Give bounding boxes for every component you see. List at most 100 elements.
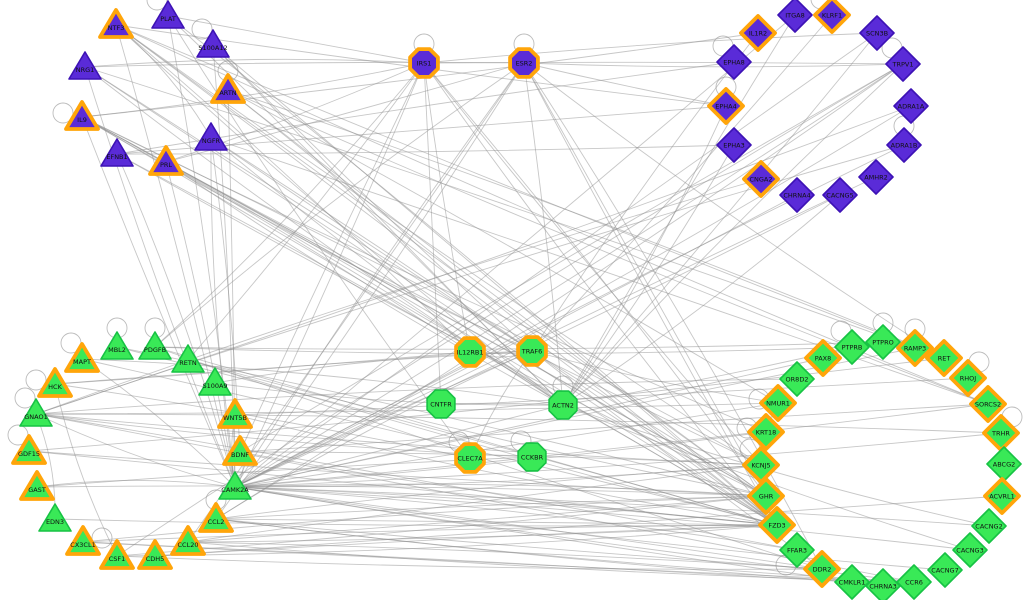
edge-CSF1-HCK bbox=[54, 383, 118, 557]
node-NRG1[interactable]: NRG1 bbox=[68, 51, 102, 80]
triangle-shape bbox=[68, 51, 102, 80]
node-MAPT[interactable]: MAPT bbox=[64, 342, 100, 373]
edge-WNT5B-FZD3 bbox=[234, 414, 778, 526]
edge-ESR2-TRPV1 bbox=[523, 62, 904, 68]
node-NTF3[interactable]: NTF3 bbox=[98, 8, 134, 39]
edge-GAST-CAMK2A bbox=[36, 479, 236, 488]
node-EPHA8[interactable]: EPHA8 bbox=[716, 44, 752, 80]
diamond-shape bbox=[983, 477, 1021, 515]
node-CHRNA4[interactable]: CHRNA4 bbox=[779, 177, 815, 213]
node-EDN3[interactable]: EDN3 bbox=[38, 503, 72, 532]
node-CACNG7[interactable]: CACNG7 bbox=[927, 552, 963, 588]
node-NGFR[interactable]: NGFR bbox=[194, 122, 228, 151]
edge-CSF1-FZD3 bbox=[116, 524, 778, 557]
node-ADRA1A[interactable]: ADRA1A bbox=[893, 88, 929, 124]
node-KCNJ5[interactable]: KCNJ5 bbox=[742, 446, 780, 484]
edge-CCL20-CCR6 bbox=[187, 541, 915, 583]
triangle-shape bbox=[171, 344, 205, 373]
node-KLRF1[interactable]: KLRF1 bbox=[813, 0, 851, 34]
edge-AMHR2-CAMK2A bbox=[234, 176, 877, 488]
node-ESR2[interactable]: ESR2 bbox=[508, 47, 540, 79]
node-CACNG5[interactable]: CACNG5 bbox=[822, 177, 858, 213]
node-ABCG2[interactable]: ABCG2 bbox=[986, 446, 1022, 482]
node-CCKBR[interactable]: CCKBR bbox=[517, 442, 547, 472]
edge-GNAO1-FFAR3 bbox=[35, 413, 798, 551]
node-ADRA1B[interactable]: ADRA1B bbox=[886, 127, 922, 163]
diamond-shape bbox=[925, 339, 963, 377]
diamond-shape bbox=[986, 446, 1022, 482]
edge-TRPV1-CAMK2A bbox=[234, 63, 904, 488]
node-RHOJ[interactable]: RHOJ bbox=[949, 359, 987, 397]
edge-TRPV1-CCL2 bbox=[215, 63, 904, 520]
edge-TRPV1-BDNF bbox=[239, 63, 904, 453]
edge-MAPT-ACTN2 bbox=[81, 358, 564, 406]
node-S100A12[interactable]: S100A12 bbox=[196, 29, 230, 58]
edge-GNAO1-OR8D2 bbox=[35, 378, 798, 415]
node-TRPV1[interactable]: TRPV1 bbox=[885, 46, 921, 82]
node-CACNG3[interactable]: CACNG3 bbox=[952, 532, 988, 568]
node-CNTFR[interactable]: CNTFR bbox=[426, 389, 456, 419]
node-ACVRL1[interactable]: ACVRL1 bbox=[983, 477, 1021, 515]
diamond-shape bbox=[716, 127, 752, 163]
node-MBL2[interactable]: MBL2 bbox=[100, 331, 134, 360]
diamond-shape bbox=[742, 446, 780, 484]
node-WNT5B[interactable]: WNT5B bbox=[217, 398, 253, 429]
node-AMHR2[interactable]: AMHR2 bbox=[858, 159, 894, 195]
node-GDF15[interactable]: GDF15 bbox=[11, 434, 47, 465]
edge-NGFR-TRAF6 bbox=[210, 137, 533, 352]
node-ACTN2[interactable]: ACTN2 bbox=[548, 390, 578, 420]
diamond-shape bbox=[716, 44, 752, 80]
node-GNAO1[interactable]: GNAO1 bbox=[19, 398, 53, 427]
node-IL1R2[interactable]: IL1R2 bbox=[739, 14, 777, 52]
edge-IL1R2-TRAF6 bbox=[531, 32, 759, 352]
edge-ARTN-FZD3 bbox=[227, 89, 778, 526]
octagon-shape bbox=[508, 47, 540, 79]
edge-CHRNA4-CAMK2A bbox=[234, 194, 798, 488]
node-layer: PLATNTF3S100A12NRG1ARTNIL9NGFREFNB1PRLIR… bbox=[11, 0, 1022, 600]
node-ITGA8[interactable]: ITGA8 bbox=[777, 0, 813, 33]
triangle-shape bbox=[19, 398, 53, 427]
edge-HCK-CLEC7A bbox=[54, 383, 471, 459]
edge-CCL2-TRAF6 bbox=[215, 350, 533, 520]
diamond-shape bbox=[865, 568, 901, 600]
edge-S100A9-ACTN2 bbox=[214, 382, 564, 406]
node-CCR6[interactable]: CCR6 bbox=[896, 564, 932, 600]
edge-CSF1-GHR bbox=[116, 495, 767, 557]
triangle-shape bbox=[100, 138, 134, 167]
diamond-shape bbox=[758, 506, 796, 544]
triangle-shape bbox=[137, 539, 173, 570]
triangle-shape bbox=[210, 73, 246, 104]
edge-IRS1-TRPV1 bbox=[423, 61, 904, 65]
octagon-shape bbox=[454, 442, 486, 474]
diamond-shape bbox=[949, 359, 987, 397]
edge-PLAT-FZD3 bbox=[167, 15, 778, 526]
edge-RETN-GHR bbox=[187, 359, 767, 497]
node-IL12RB1[interactable]: IL12RB1 bbox=[454, 336, 486, 368]
node-PLAT[interactable]: PLAT bbox=[151, 0, 185, 29]
diamond-shape bbox=[822, 177, 858, 213]
edge-ACTN2-CACNG2 bbox=[562, 404, 990, 527]
node-CNGA2[interactable]: CNGA2 bbox=[742, 160, 780, 198]
octagon-shape bbox=[517, 442, 547, 472]
edge-TRAF6-NMUR1 bbox=[531, 350, 779, 404]
diamond-shape bbox=[804, 339, 842, 377]
edge-PDGFB-PTPRB bbox=[154, 346, 853, 355]
edge-EFNB1-CAMK2A bbox=[116, 153, 236, 488]
node-IRS1[interactable]: IRS1 bbox=[408, 47, 440, 79]
edge-MAPT-CAMK2A bbox=[81, 358, 236, 488]
edge-PDGFB-FZD3 bbox=[154, 346, 778, 526]
node-CLEC7A[interactable]: CLEC7A bbox=[454, 442, 486, 474]
triangle-shape bbox=[218, 471, 252, 500]
edge-ESR2-EPHA4 bbox=[523, 62, 727, 107]
node-EPHA4[interactable]: EPHA4 bbox=[707, 87, 745, 125]
triangle-shape bbox=[65, 525, 101, 556]
node-SCN3B[interactable]: SCN3B bbox=[859, 15, 895, 51]
diamond-shape bbox=[885, 46, 921, 82]
edge-CAMK2A-SORCS2 bbox=[234, 403, 989, 488]
node-ARTN[interactable]: ARTN bbox=[210, 73, 246, 104]
node-CSF1[interactable]: CSF1 bbox=[99, 539, 135, 570]
node-TRAF6[interactable]: TRAF6 bbox=[516, 335, 548, 367]
edge-CAMK2A-DDR2 bbox=[234, 486, 823, 570]
edge-EFNB1-EPHA3 bbox=[116, 144, 735, 155]
